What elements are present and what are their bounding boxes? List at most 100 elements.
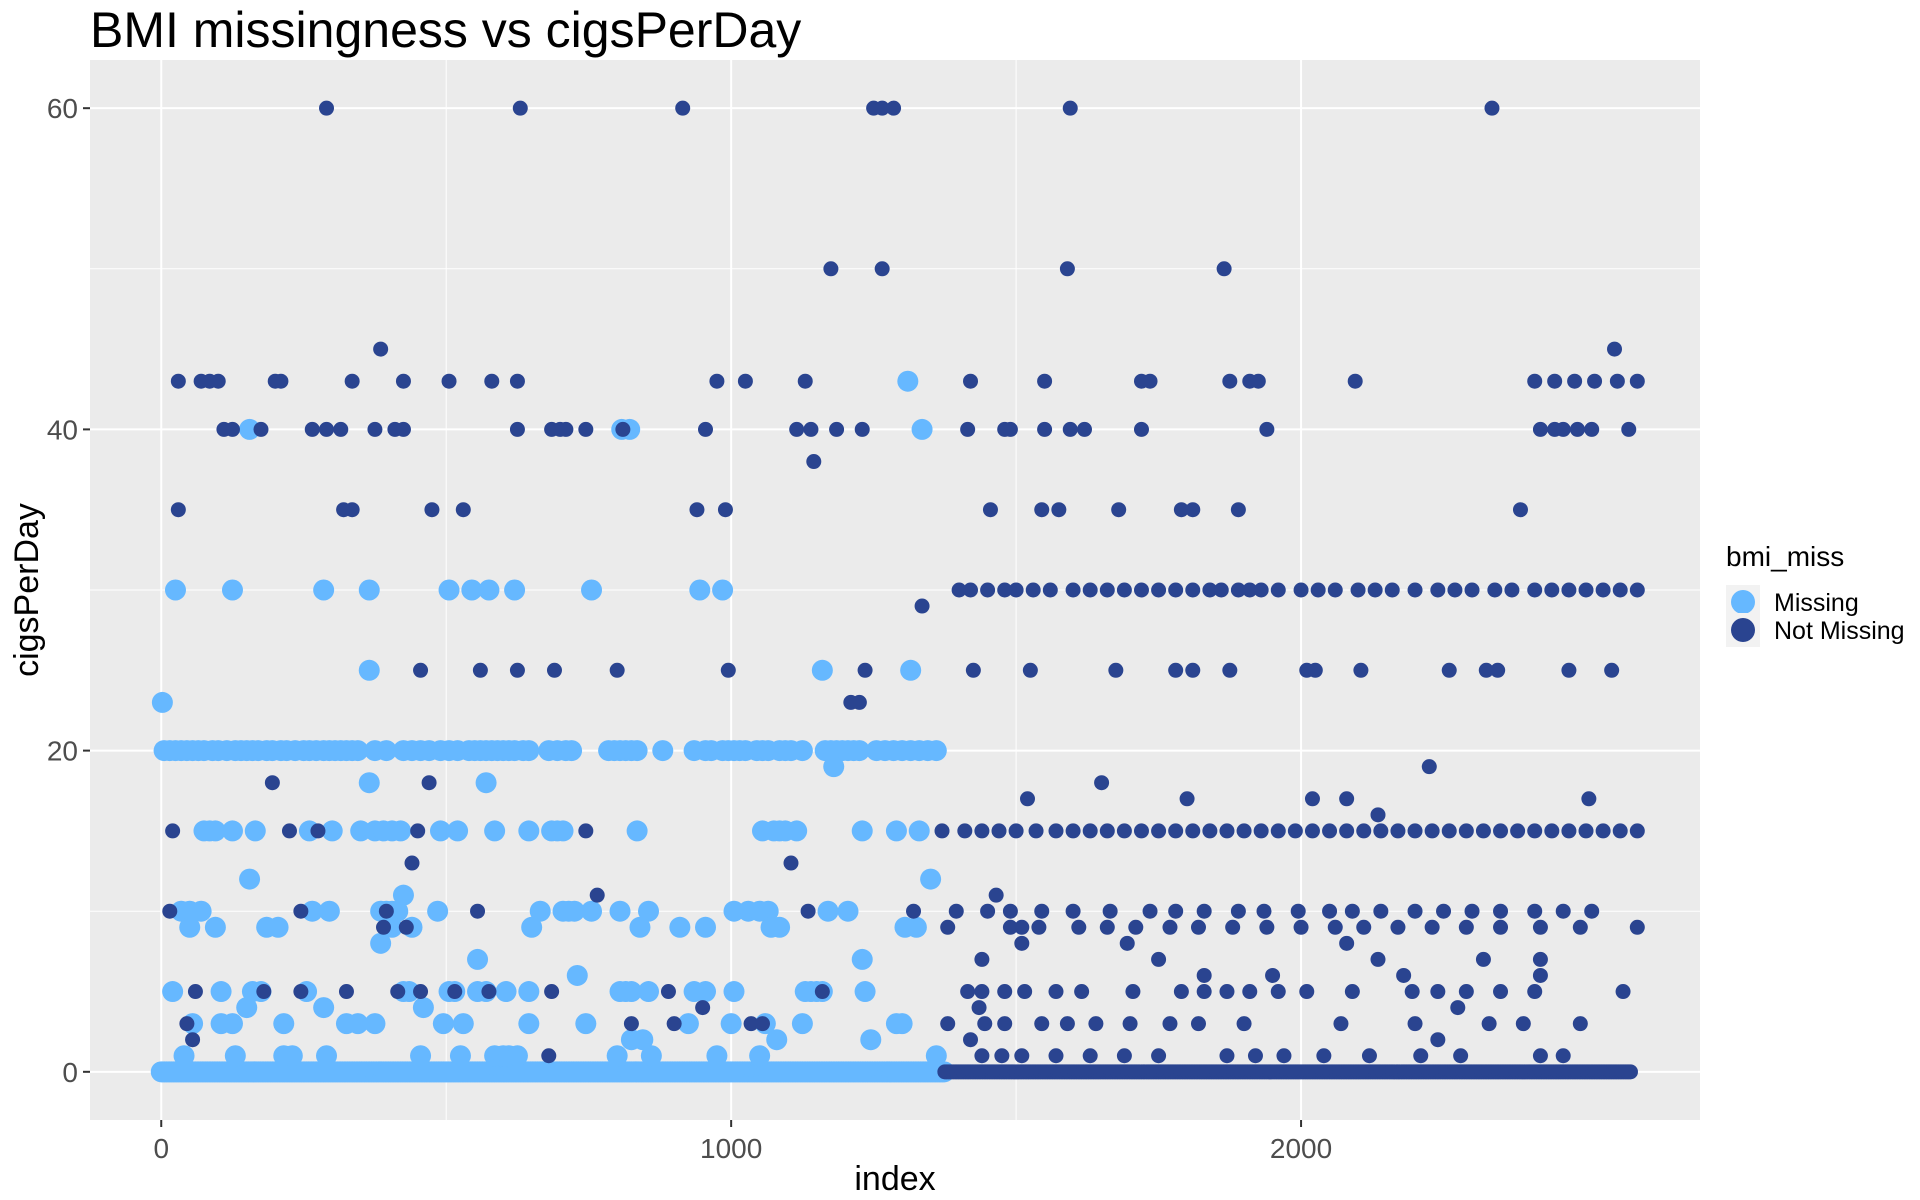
point-not-missing [1034,1016,1050,1032]
point-not-missing [1133,582,1149,598]
point-not-missing [1612,582,1628,598]
point-not-missing [797,373,813,389]
point-missing [313,997,335,1019]
point-missing [221,1013,243,1035]
point-missing [695,981,717,1003]
point-not-missing [1276,1048,1292,1064]
point-not-missing [1102,903,1118,919]
point-not-missing [1168,823,1184,839]
point-missing [723,981,745,1003]
point-not-missing [1407,903,1423,919]
point-not-missing [1059,1016,1075,1032]
point-missing [239,418,261,440]
point-not-missing [1196,903,1212,919]
point-not-missing [1555,903,1571,919]
point-not-missing [997,1016,1013,1032]
point-not-missing [1567,373,1583,389]
point-not-missing [1074,984,1090,1000]
point-missing [563,900,585,922]
point-not-missing [1584,903,1600,919]
point-not-missing [1125,984,1141,1000]
point-not-missing [951,582,967,598]
point-not-missing [1356,823,1372,839]
legend-label-missing: Missing [1774,589,1859,617]
point-not-missing [546,662,562,678]
point-not-missing [1327,919,1343,935]
y-tick-label: 20 [47,736,78,767]
point-missing [364,1013,386,1035]
point-missing [221,820,243,842]
point-not-missing [1082,1048,1098,1064]
point-not-missing [1290,903,1306,919]
point-missing [609,900,631,922]
point-not-missing [1162,1016,1178,1032]
point-not-missing [1407,1016,1423,1032]
point-not-missing [509,373,525,389]
point-not-missing [1436,903,1452,919]
point-not-missing [1051,502,1067,518]
point-not-missing [1230,502,1246,518]
point-not-missing [373,341,389,357]
point-not-missing [1071,919,1087,935]
point-not-missing [1025,582,1041,598]
point-missing [706,1045,728,1067]
point-not-missing [170,502,186,518]
point-not-missing [1222,373,1238,389]
point-not-missing [991,823,1007,839]
point-not-missing [1304,791,1320,807]
point-not-missing [974,1048,990,1064]
point-not-missing [743,1016,759,1032]
point-not-missing [965,662,981,678]
point-not-missing [1236,823,1252,839]
point-not-missing [1595,582,1611,598]
point-missing [224,1045,246,1067]
point-not-missing [1099,919,1115,935]
point-not-missing [447,984,463,1000]
point-not-missing [319,421,335,437]
point-not-missing [823,261,839,277]
point-not-missing [940,1016,956,1032]
point-not-missing [1555,421,1571,437]
point-not-missing [854,421,870,437]
point-not-missing [578,823,594,839]
point-not-missing [1173,984,1189,1000]
point-not-missing [1487,582,1503,598]
point-not-missing [1555,1048,1571,1064]
point-not-missing [1430,582,1446,598]
point-not-missing [1253,582,1269,598]
point-missing [581,900,603,922]
point-not-missing [1259,919,1275,935]
point-not-missing [1304,823,1320,839]
point-missing [375,740,397,762]
point-missing [669,916,691,938]
point-not-missing [544,984,560,1000]
point-missing [506,1045,528,1067]
point-not-missing [1133,421,1149,437]
point-not-missing [1430,984,1446,1000]
point-not-missing [472,662,488,678]
point-not-missing [589,887,605,903]
point-missing [461,579,483,601]
point-missing [823,756,845,778]
point-not-missing [1287,823,1303,839]
point-not-missing [1048,1048,1064,1064]
point-not-missing [481,984,497,1000]
point-not-missing [960,421,976,437]
point-not-missing [1307,662,1323,678]
point-not-missing [914,598,930,614]
point-not-missing [1493,919,1509,935]
point-not-missing [623,1016,639,1032]
point-not-missing [1202,823,1218,839]
point-missing [689,579,711,601]
point-missing [860,1029,882,1051]
point-not-missing [1421,759,1437,775]
point-not-missing [484,373,500,389]
point-missing [900,659,922,681]
point-missing [757,900,779,922]
point-not-missing [1322,903,1338,919]
point-not-missing [1142,373,1158,389]
point-not-missing [615,421,631,437]
point-not-missing [390,984,406,1000]
point-missing [392,884,414,906]
point-not-missing [304,421,320,437]
